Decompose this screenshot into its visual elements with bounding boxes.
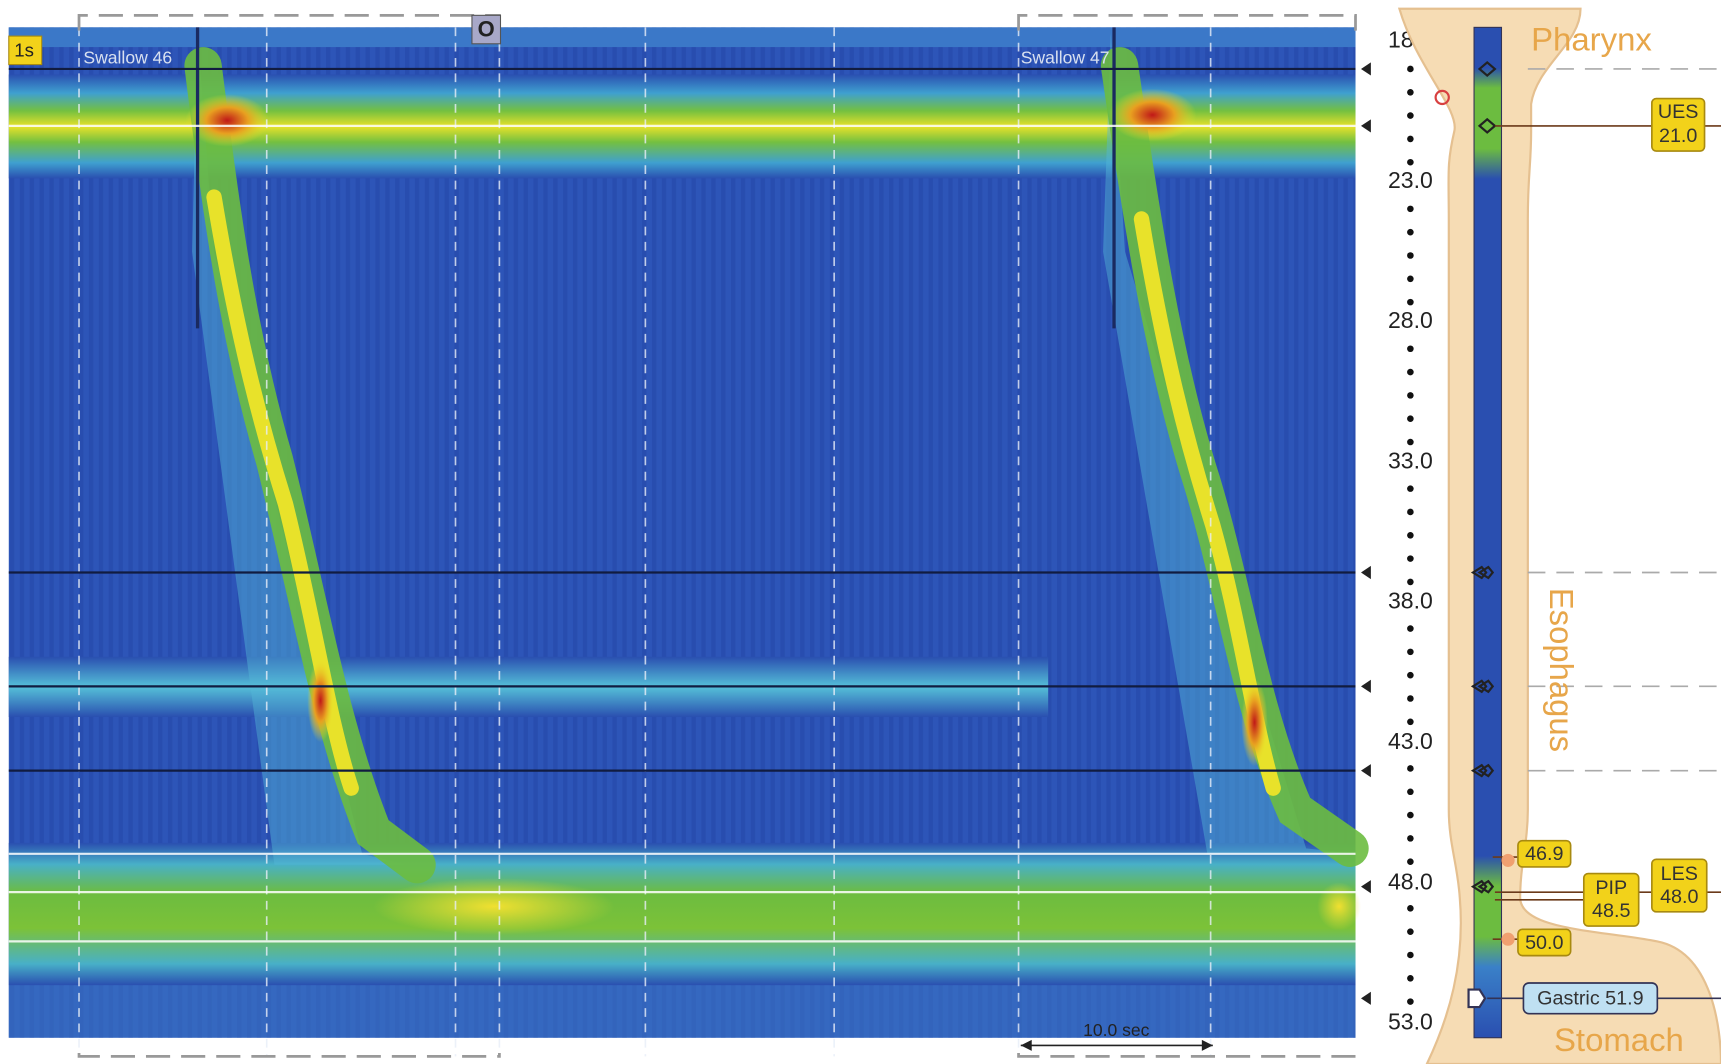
sensor-dot bbox=[1407, 345, 1414, 352]
depth-label: 23.0 bbox=[1388, 167, 1433, 193]
sensor-dot bbox=[1407, 415, 1414, 422]
sensor-dot bbox=[1407, 136, 1414, 143]
sensor-dot bbox=[1407, 392, 1414, 399]
peak bbox=[307, 659, 333, 742]
marker-label[interactable]: O bbox=[478, 16, 495, 41]
peak bbox=[1241, 679, 1267, 767]
ues-value: 21.0 bbox=[1659, 125, 1697, 147]
region-label: Pharynx bbox=[1531, 20, 1652, 57]
sensor-dot bbox=[1407, 229, 1414, 236]
sensor-dot bbox=[1407, 928, 1414, 935]
sensor-dot bbox=[1407, 206, 1414, 213]
sensor-dot bbox=[1407, 369, 1414, 376]
margin-handle[interactable] bbox=[1501, 854, 1514, 867]
sensor-dot bbox=[1407, 579, 1414, 586]
sensor-dot bbox=[1407, 952, 1414, 959]
sensor-dot bbox=[1407, 788, 1414, 795]
sensor-dot bbox=[1407, 439, 1414, 446]
sensor-dot bbox=[1407, 998, 1414, 1005]
sensor-dot bbox=[1407, 276, 1414, 283]
region-label: Stomach bbox=[1554, 1021, 1684, 1058]
swallow-label[interactable]: Swallow 46 bbox=[83, 48, 172, 68]
sensor-dot bbox=[1407, 532, 1414, 539]
sensor-dot bbox=[1407, 765, 1414, 772]
scale-label: 1s bbox=[14, 39, 34, 60]
gastric-label: Gastric 51.9 bbox=[1537, 988, 1643, 1010]
sensor-dot bbox=[1407, 905, 1414, 912]
sensor-dot bbox=[1407, 66, 1414, 73]
margin-handle[interactable] bbox=[1501, 933, 1514, 946]
page: {"header": {"scale_label": "1s", "swallo… bbox=[0, 0, 1721, 1064]
sensor-dot bbox=[1407, 719, 1414, 726]
band bbox=[9, 27, 1356, 47]
time-scale-label: 10.0 sec bbox=[1083, 1020, 1150, 1040]
sensor-dot bbox=[1407, 299, 1414, 306]
peak bbox=[1109, 89, 1197, 142]
sensor-bar bbox=[1474, 27, 1501, 1037]
sensor-dot bbox=[1407, 858, 1414, 865]
sensor-dot bbox=[1407, 975, 1414, 982]
manometry-view: O 1s Swallow 46 Swallow 47 10.0 sec 18.0… bbox=[0, 0, 1721, 1064]
depth-axis: 18.023.028.033.038.043.048.053.0 bbox=[1388, 27, 1433, 1035]
sensor-dots bbox=[1407, 66, 1414, 1005]
depth-label: 28.0 bbox=[1388, 307, 1433, 333]
sensor-markers bbox=[1361, 62, 1371, 1004]
sensor-dot bbox=[1407, 672, 1414, 679]
sensor-dot bbox=[1407, 509, 1414, 516]
sensor-dot bbox=[1407, 835, 1414, 842]
hot-spot bbox=[373, 878, 614, 935]
sensor-dot bbox=[1407, 252, 1414, 259]
sensor-dot bbox=[1407, 555, 1414, 562]
gastric-band bbox=[9, 985, 1356, 1038]
sensor-dot bbox=[1407, 625, 1414, 632]
sensor-dot bbox=[1407, 695, 1414, 702]
depth-label: 48.0 bbox=[1388, 868, 1433, 894]
region-label: Esophagus bbox=[1543, 588, 1580, 752]
les-label: LES bbox=[1661, 863, 1698, 885]
les-band bbox=[9, 843, 1356, 985]
sensor-dot bbox=[1407, 89, 1414, 96]
sensor-dot bbox=[1407, 812, 1414, 819]
depth-label: 38.0 bbox=[1388, 588, 1433, 614]
pressure-topography bbox=[9, 27, 1361, 1056]
pip-value: 48.5 bbox=[1592, 900, 1630, 922]
anatomy: Pharynx Stomach Esophagus UES 21.0 46.9 … bbox=[1399, 9, 1721, 1064]
margin-value: 46.9 bbox=[1525, 843, 1563, 865]
sensor-dot bbox=[1407, 485, 1414, 492]
les-value: 48.0 bbox=[1660, 886, 1698, 908]
ues-label: UES bbox=[1658, 101, 1699, 123]
sensor-dot bbox=[1407, 649, 1414, 656]
sensor-dot bbox=[1407, 112, 1414, 119]
depth-label: 43.0 bbox=[1388, 728, 1433, 754]
margin-value: 50.0 bbox=[1525, 932, 1563, 954]
hot-spot bbox=[1317, 882, 1361, 930]
pip-label: PIP bbox=[1595, 877, 1627, 899]
swallow-label[interactable]: Swallow 47 bbox=[1021, 48, 1110, 68]
depth-label: 33.0 bbox=[1388, 448, 1433, 474]
depth-label: 53.0 bbox=[1388, 1009, 1433, 1035]
sensor-dot bbox=[1407, 159, 1414, 166]
